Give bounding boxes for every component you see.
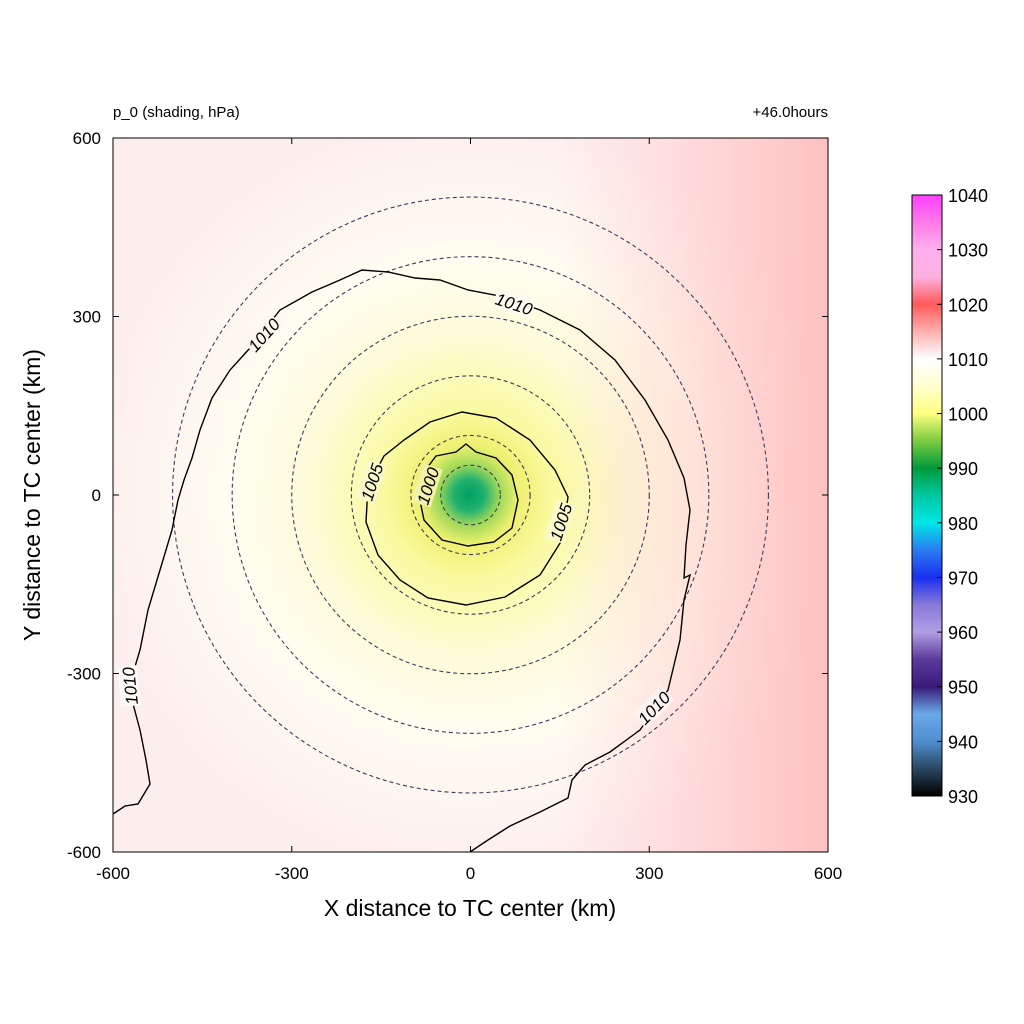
- colorbar-tick-label: 980: [948, 514, 978, 534]
- x-tick-label: 300: [635, 864, 663, 883]
- x-tick-label: 0: [466, 864, 475, 883]
- colorbar-tick-label: 1040: [948, 186, 988, 206]
- colorbar-tick-label: 1030: [948, 241, 988, 261]
- y-axis: -600 -300 0 300 600: [67, 129, 828, 862]
- range-ring-100km: [410, 434, 531, 556]
- contour-1005: [365, 411, 569, 606]
- colorbar-tick-label: 930: [948, 787, 978, 807]
- colorbar-tick-label: 1020: [948, 295, 988, 315]
- y-tick-label: 600: [73, 129, 101, 148]
- range-rings: [172, 196, 769, 794]
- colorbar-tick-label: 990: [948, 459, 978, 479]
- x-axis: -600 -300 0 300 600: [96, 138, 842, 883]
- range-ring-500km: [172, 196, 769, 794]
- chart-title-left: p_0 (shading, hPa): [113, 104, 240, 121]
- range-ring-200km: [350, 375, 591, 615]
- y-tick-label: -300: [67, 665, 101, 684]
- y-tick-label: 300: [73, 308, 101, 327]
- x-axis-title: X distance to TC center (km): [324, 895, 616, 921]
- colorbar-tick-label: 1000: [948, 405, 988, 425]
- colorbar-tick-label: 970: [948, 568, 978, 588]
- colorbar-tick-label: 960: [948, 623, 978, 643]
- colorbar-tick-label: 950: [948, 678, 978, 698]
- x-tick-label: -300: [275, 864, 309, 883]
- colorbar-ticks: 1040 1030 1020 1010 1000 990 980 970 960 950 940 93…: [937, 186, 988, 807]
- chart-title-right: +46.0hours: [753, 104, 828, 121]
- y-tick-label: 0: [92, 486, 101, 505]
- x-tick-label: 600: [814, 864, 842, 883]
- colorbar-tick-label: 940: [948, 732, 978, 752]
- plot-area: 1010 1010 1010 1010 1005 1005 1000: [113, 138, 828, 852]
- x-tick-label: -600: [96, 864, 130, 883]
- pressure-field-east-tint: [113, 138, 828, 852]
- y-axis-title: Y distance to TC center (km): [19, 349, 45, 641]
- range-ring-400km: [231, 256, 710, 734]
- colorbar-fill: [911, 194, 943, 797]
- contour-label-1010-w: 1010: [119, 666, 142, 706]
- y-tick-label: -600: [67, 843, 101, 862]
- range-ring-50km: [440, 464, 501, 526]
- range-ring-300km: [291, 315, 650, 675]
- colorbar: 1040 1030 1020 1010 1000 990 980 970 960 950 940 93…: [911, 186, 988, 807]
- colorbar-tick-label: 1010: [948, 350, 988, 370]
